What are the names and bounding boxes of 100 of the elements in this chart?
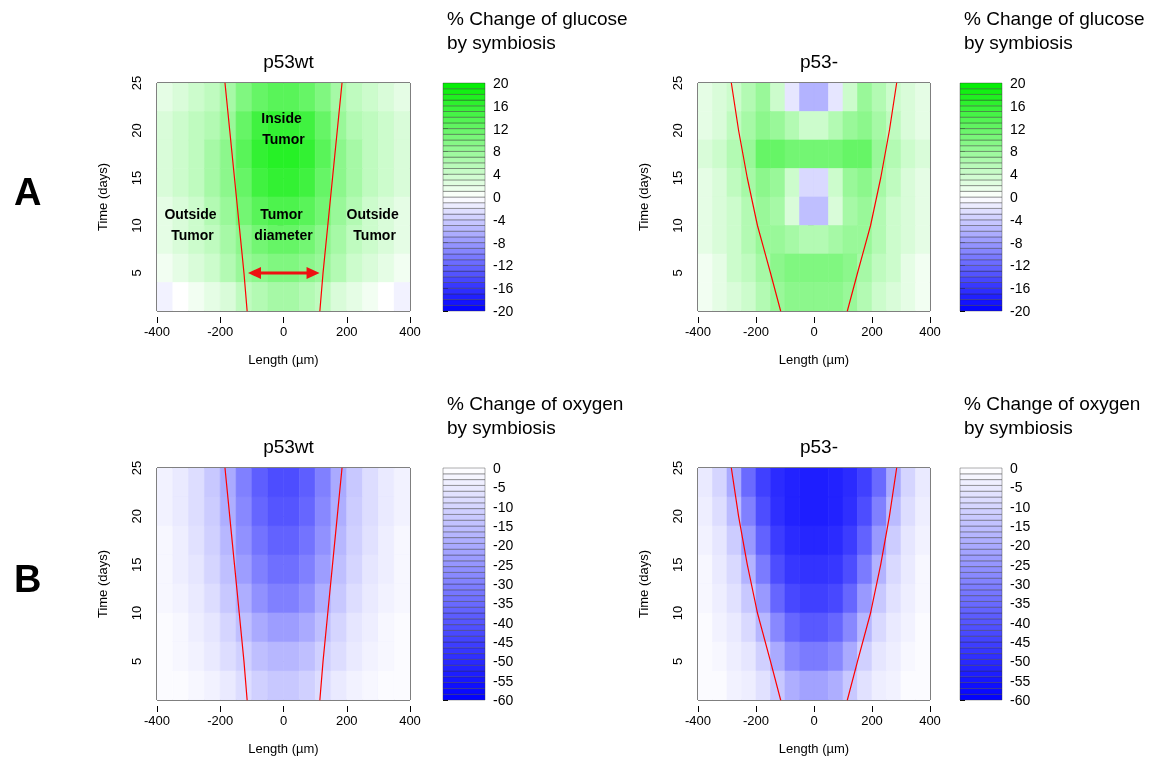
y-tick-label: 5: [670, 269, 685, 277]
y-tick-label: 15: [670, 170, 685, 186]
annotation: Inside Tumor: [261, 110, 306, 148]
x-tick-label: 200: [335, 713, 358, 728]
color-bar-label: 16: [493, 97, 509, 114]
color-bar-label: -40: [1010, 614, 1031, 631]
color-bar-label: -10: [493, 498, 514, 515]
color-bar-label: -50: [1010, 653, 1031, 670]
color-bar-label: 12: [1010, 120, 1026, 137]
x-tick-label: 200: [861, 713, 883, 728]
y-tick-label: 15: [129, 170, 144, 186]
color-bar-label: -30: [493, 576, 514, 592]
x-axis-title: Length (µm): [248, 352, 319, 367]
color-bar-label: 20: [493, 75, 509, 91]
color-bar-label: 0: [493, 460, 501, 476]
x-tick-label: 400: [919, 324, 941, 339]
x-axis-title: Length (µm): [778, 352, 850, 367]
y-tick-label: 20: [670, 123, 685, 138]
color-bar-title: % Change of glucose by symbiosis: [447, 7, 633, 53]
color-bar-label: -4: [493, 211, 506, 228]
color-bar-label: 8: [493, 143, 501, 160]
color-bar-label: -15: [493, 518, 514, 534]
x-tick-label: 0: [279, 324, 288, 339]
color-bar-label: -45: [493, 634, 514, 650]
x-tick-label: -200: [742, 324, 770, 339]
x-tick-label: 400: [919, 713, 941, 728]
x-tick-label: -200: [207, 324, 234, 339]
y-tick-label: 5: [129, 657, 144, 665]
color-bar-label: -20: [1010, 303, 1031, 319]
color-bar-label: 4: [1010, 166, 1018, 183]
color-bar-label: -55: [493, 672, 514, 689]
y-axis-title: Time (days): [95, 162, 110, 232]
color-bar-label: -16: [1010, 280, 1031, 297]
color-bar-label: -5: [493, 479, 506, 496]
x-tick-label: -400: [143, 713, 171, 728]
color-bar-label: 8: [1010, 143, 1018, 160]
x-axis-title: Length (µm): [778, 741, 850, 756]
x-tick-label: -400: [684, 324, 712, 339]
color-bar-label: 0: [493, 189, 501, 205]
color-bar-label: -55: [1010, 672, 1031, 689]
x-tick-label: 0: [279, 713, 288, 728]
x-tick-label: 400: [399, 324, 421, 339]
y-tick-label: 15: [670, 557, 685, 572]
color-bar-label: -50: [493, 653, 514, 670]
y-tick-label: 10: [670, 605, 685, 621]
color-bar-label: -60: [493, 692, 514, 708]
y-axis-title: Time (days): [636, 162, 651, 232]
x-tick-label: -400: [684, 713, 712, 728]
color-bar-label: -12: [493, 257, 514, 274]
chart-title: p53-: [799, 436, 839, 457]
chart-title: p53-: [799, 51, 839, 72]
x-tick-label: -400: [143, 324, 171, 339]
color-bar-label: 0: [1010, 189, 1018, 205]
color-bar-label: -20: [493, 537, 514, 554]
annotation: Outside Tumor: [346, 205, 403, 243]
color-bar-label: -20: [493, 303, 514, 319]
y-tick-label: 15: [129, 557, 144, 572]
color-bar-label: -25: [493, 556, 514, 573]
color-bar-label: -35: [493, 595, 514, 612]
color-bar-title: % Change of oxygen by symbiosis: [447, 392, 629, 438]
x-tick-label: -200: [207, 713, 234, 728]
text: B: [14, 558, 42, 600]
y-tick-label: 10: [670, 218, 685, 233]
color-bar-label: 20: [1010, 75, 1026, 91]
x-tick-label: 200: [335, 324, 358, 339]
x-tick-label: 200: [861, 324, 883, 339]
color-bar-label: 4: [493, 166, 501, 183]
annotation: Outside Tumor: [164, 205, 221, 243]
color-bar-label: -30: [1010, 576, 1031, 592]
y-tick-label: 25: [129, 75, 144, 91]
color-bar-label: -12: [1010, 257, 1031, 274]
chart-title: p53wt: [263, 51, 315, 72]
color-bar-label: 0: [1010, 460, 1018, 476]
color-bar-label: 16: [1010, 97, 1026, 114]
color-bar-label: -35: [1010, 595, 1031, 612]
color-bar-label: -15: [1010, 518, 1031, 534]
color-bar-label: -8: [1010, 234, 1023, 251]
y-axis-title: Time (days): [636, 549, 651, 619]
color-bar-label: 12: [493, 120, 509, 137]
color-bar-label: -8: [493, 234, 506, 251]
color-bar-label: -10: [1010, 498, 1031, 515]
y-tick-label: 5: [129, 269, 144, 277]
y-tick-label: 25: [670, 75, 685, 91]
y-tick-label: 20: [129, 123, 144, 138]
y-tick-label: 25: [129, 460, 144, 476]
annotation: Tumor diameter: [254, 205, 314, 243]
y-tick-label: 20: [670, 509, 685, 524]
chart-title: p53wt: [263, 436, 315, 457]
x-tick-label: 0: [810, 324, 818, 339]
x-tick-label: 0: [810, 713, 818, 728]
color-bar-label: -4: [1010, 211, 1023, 228]
color-bar-title: % Change of oxygen by symbiosis: [964, 392, 1146, 438]
x-tick-label: 400: [399, 713, 421, 728]
color-bar-label: -60: [1010, 692, 1031, 708]
x-axis-title: Length (µm): [248, 741, 319, 756]
color-bar-label: -20: [1010, 537, 1031, 554]
color-bar-label: -16: [493, 280, 514, 297]
x-tick-label: -200: [742, 713, 770, 728]
y-tick-label: 20: [129, 509, 144, 524]
y-tick-label: 10: [129, 218, 144, 233]
